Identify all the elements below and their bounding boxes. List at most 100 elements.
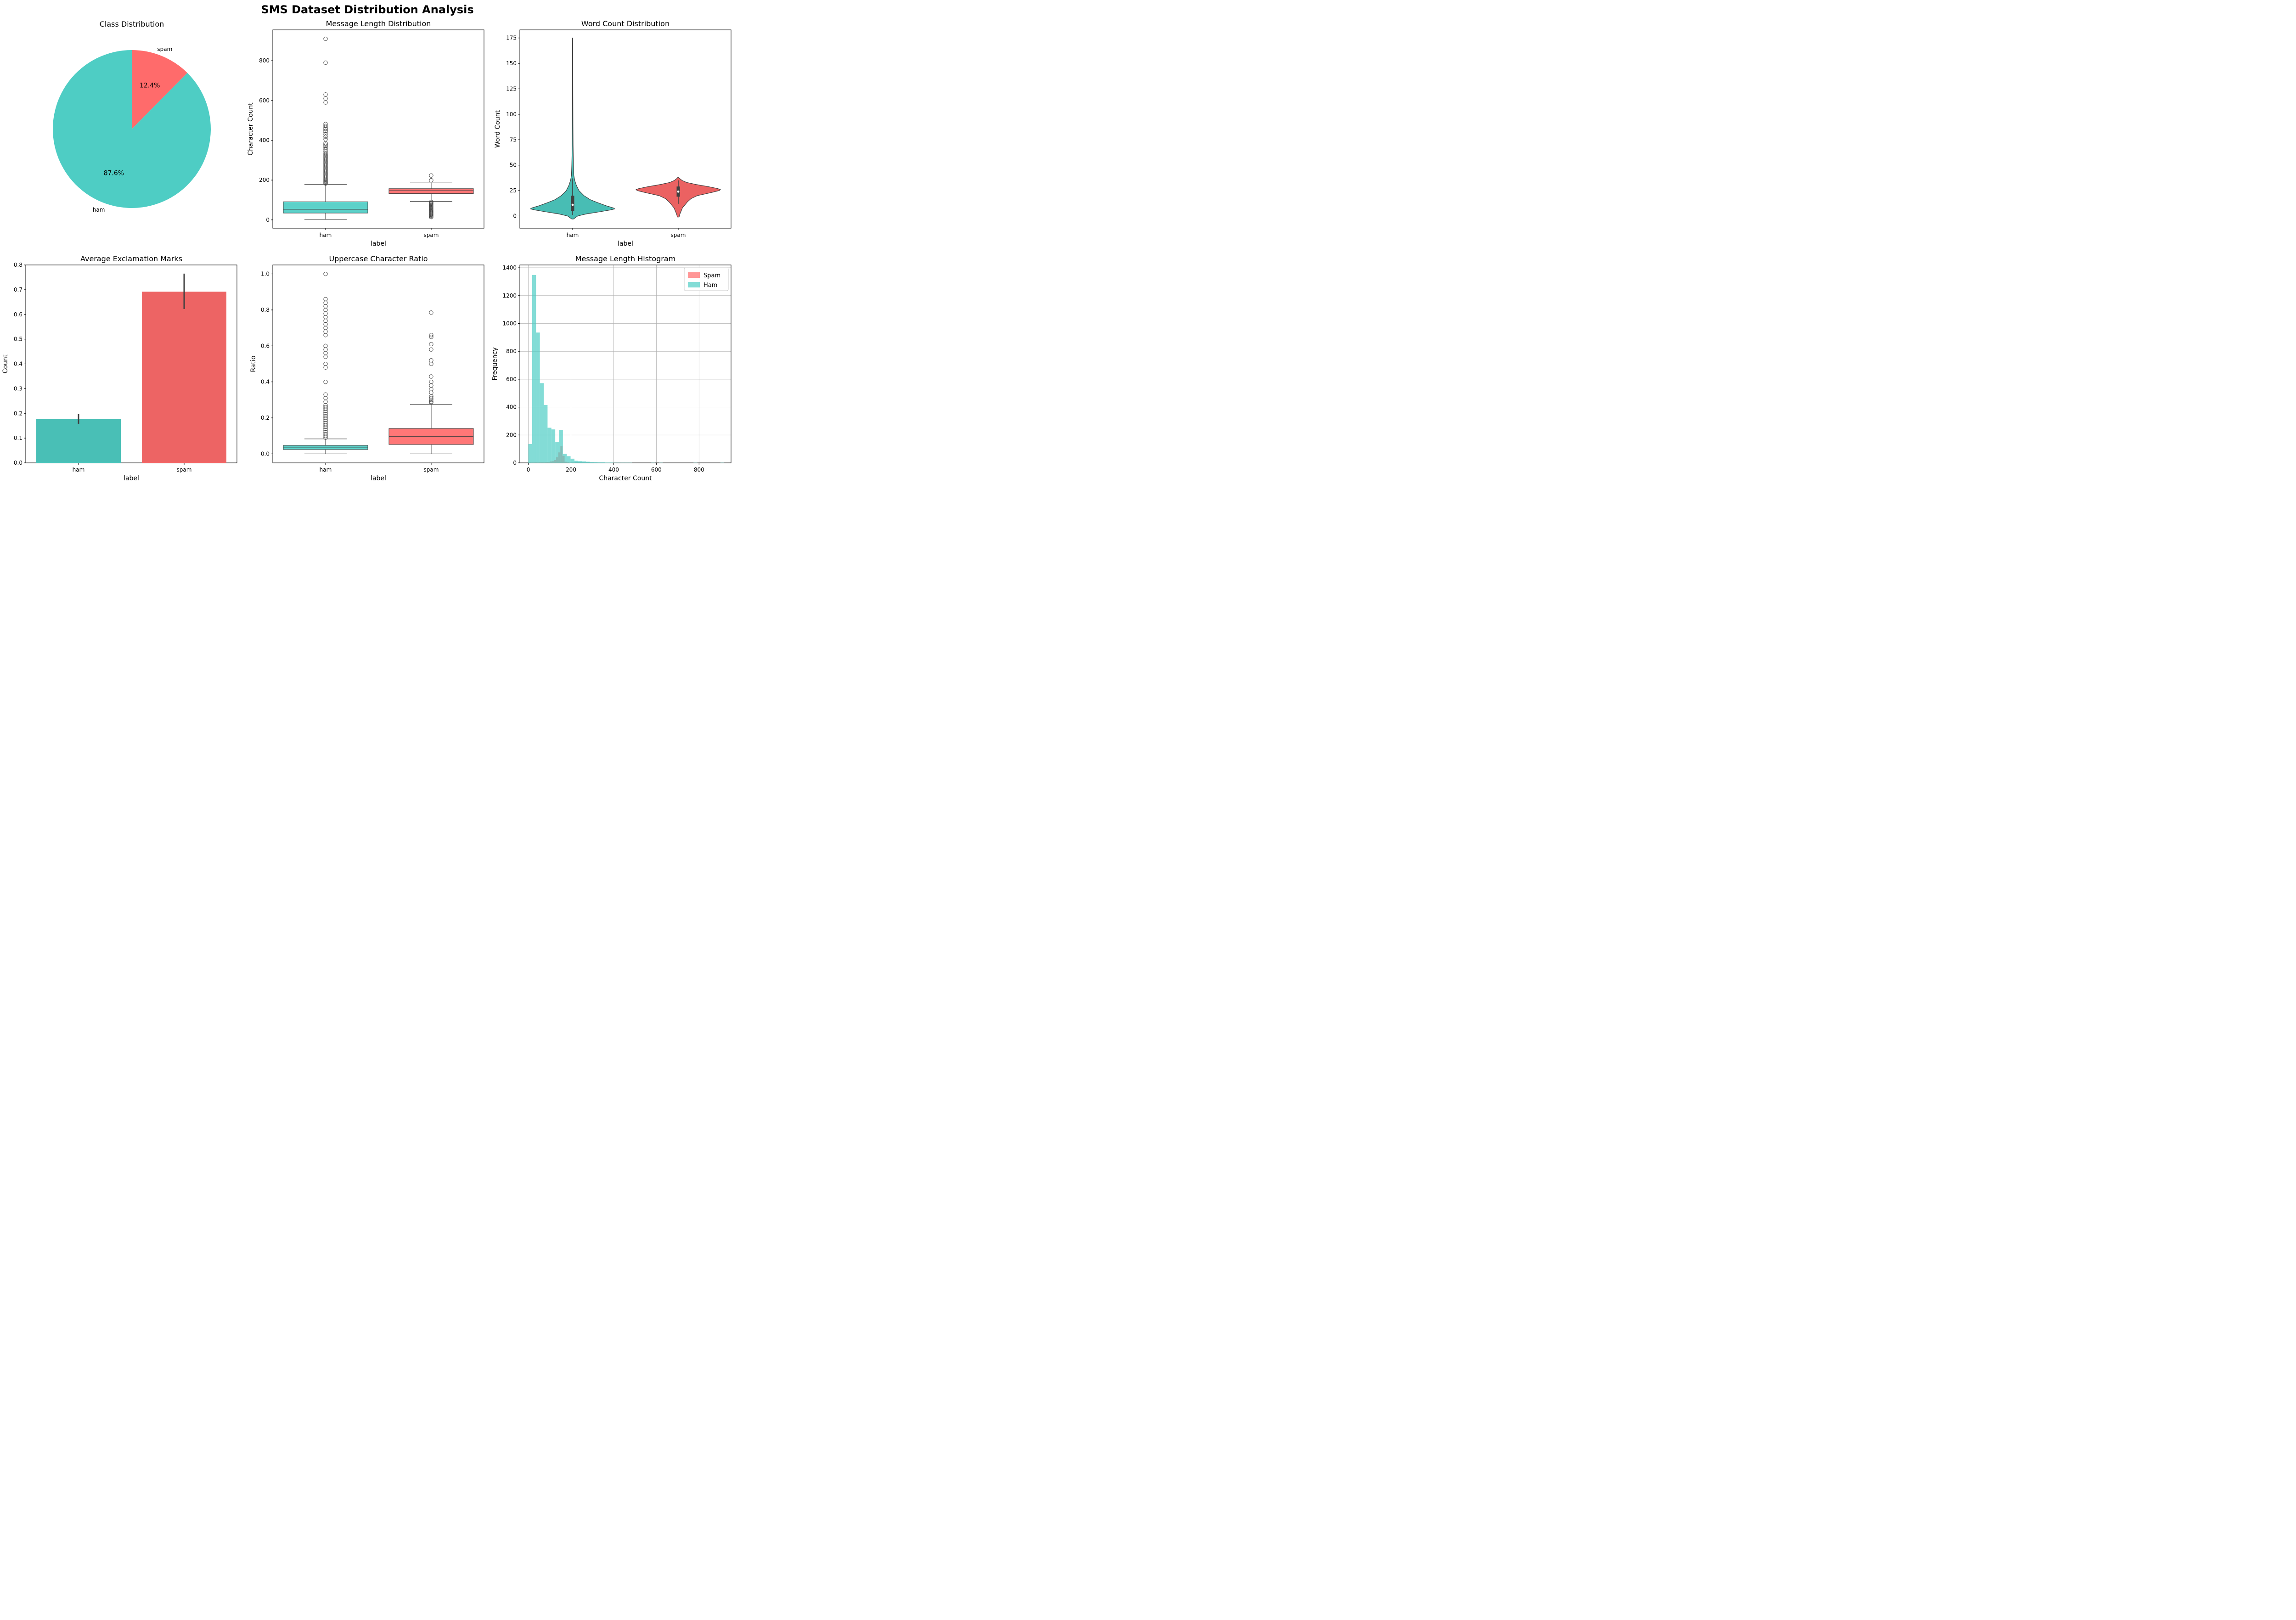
- outlier-point: [323, 343, 328, 348]
- outlier-point: [323, 308, 328, 312]
- outlier-point: [323, 132, 328, 137]
- outlier-point: [323, 92, 328, 97]
- y-tick-label: 400: [506, 404, 517, 411]
- y-tick-label: 125: [506, 85, 517, 92]
- outlier-point: [323, 416, 328, 420]
- outlier-point: [323, 435, 328, 440]
- outlier-point: [323, 414, 328, 418]
- y-tick-label: 0.2: [261, 415, 270, 421]
- exclamation-bar-chart: 0.0 0.1 0.2 0.3 0.4 0.5 0.6 0.7 0.8 Average Excla…: [2, 254, 237, 482]
- outlier-point: [323, 424, 328, 429]
- hist-bar-ham: [570, 458, 574, 463]
- uppercase-ratio-boxplot: 0.0 0.2 0.4 0.6 0.8 1.0 Uppercase Character Ra…: [250, 254, 484, 482]
- outlier-point: [323, 347, 328, 352]
- y-tick-label: 1.0: [261, 271, 270, 277]
- outlier-point: [323, 135, 328, 139]
- outlier-point: [429, 394, 433, 399]
- hist-bar-ham: [582, 461, 586, 463]
- hist-bar-ham: [532, 275, 536, 463]
- outlier-point: [429, 361, 433, 366]
- x-axis-label: label: [371, 240, 386, 248]
- x-tick-label: spam: [177, 467, 192, 473]
- y-tick-label: 175: [506, 35, 517, 41]
- chart-title: Message Length Distribution: [326, 19, 431, 28]
- outlier-point: [323, 271, 328, 276]
- outlier-point: [323, 399, 328, 404]
- axes-frame: [272, 29, 484, 229]
- hist-bar-ham: [586, 461, 590, 463]
- legend-swatch-spam: [688, 272, 700, 278]
- legend-label: Ham: [703, 282, 717, 289]
- hist-bar-ham: [528, 444, 532, 463]
- y-tick-label: 150: [506, 60, 517, 67]
- outlier-point: [323, 419, 328, 424]
- outlier-point: [323, 433, 328, 438]
- outlier-point: [429, 390, 433, 395]
- outlier-point: [323, 333, 328, 338]
- violin-median: [677, 190, 680, 193]
- y-tick-label: 1400: [502, 264, 517, 271]
- hist-bar-ham: [601, 462, 605, 463]
- y-tick-label: 0.1: [14, 435, 23, 441]
- hist-bar-ham: [597, 462, 602, 463]
- x-tick-label: spam: [424, 467, 439, 473]
- outlier-point: [323, 432, 328, 436]
- outlier-point: [429, 383, 433, 388]
- box-ham: [283, 201, 368, 214]
- chart-title: Uppercase Character Ratio: [329, 254, 428, 263]
- hist-bar-ham: [559, 430, 563, 463]
- outlier-point: [323, 421, 328, 426]
- x-tick-label: ham: [320, 232, 332, 238]
- y-axis-label: Word Count: [494, 110, 501, 148]
- x-tick-label: 200: [566, 467, 576, 473]
- outlier-point: [323, 60, 328, 65]
- hist-bar-ham: [567, 456, 571, 463]
- outlier-point: [323, 361, 328, 366]
- pie-category-label: ham: [93, 207, 105, 213]
- y-tick-label: 0.0: [14, 460, 23, 466]
- outlier-point: [429, 380, 433, 384]
- y-tick-label: 75: [510, 136, 517, 143]
- y-axis-label: Character Count: [247, 102, 254, 156]
- y-tick-label: 600: [506, 376, 517, 382]
- outlier-point: [323, 181, 328, 186]
- outlier-point: [323, 396, 328, 400]
- y-tick-label: 200: [506, 432, 517, 438]
- outlier-point: [323, 152, 328, 157]
- y-tick-label: 400: [259, 137, 270, 143]
- outlier-point: [323, 147, 328, 152]
- y-tick-label: 0.4: [261, 379, 270, 385]
- message-length-histogram: 0 200 400 600 800 1000 1200 1400 Message Length …: [491, 254, 732, 482]
- outlier-point: [323, 137, 328, 141]
- outlier-point: [429, 358, 433, 363]
- outlier-point: [323, 124, 328, 128]
- chart-title: Message Length Histogram: [575, 254, 675, 263]
- legend: Spam Ham: [684, 267, 729, 291]
- violin-median: [571, 203, 574, 206]
- y-tick-label: 1000: [502, 320, 517, 326]
- outlier-point: [323, 351, 328, 355]
- x-axis-label: label: [618, 240, 633, 248]
- x-axis-label: Character Count: [599, 475, 652, 482]
- hist-bar-ham: [574, 461, 579, 463]
- y-tick-label: 0.8: [261, 307, 270, 313]
- message-length-boxplot: 0 200 400 600 800 Message Length Distribution…: [247, 19, 484, 248]
- x-tick-label: 600: [651, 467, 662, 473]
- x-tick-label: 800: [694, 467, 704, 473]
- outlier-point: [323, 423, 328, 428]
- outlier-point: [323, 408, 328, 413]
- hist-bar-ham: [605, 462, 609, 463]
- hist-bar-ham: [578, 461, 582, 463]
- outlier-point: [323, 417, 328, 422]
- outlier-point: [323, 127, 328, 132]
- hist-bar-ham: [555, 442, 559, 463]
- y-tick-label: 25: [510, 187, 517, 194]
- y-tick-label: 0.4: [14, 361, 23, 367]
- y-tick-label: 100: [506, 111, 517, 118]
- outlier-point: [323, 392, 328, 397]
- x-tick-label: ham: [567, 232, 579, 238]
- outlier-point: [323, 100, 328, 105]
- outlier-point: [323, 322, 328, 326]
- pie-chart: Class Distribution 87.6% ham 12.4% spam: [53, 20, 211, 213]
- outlier-point: [429, 333, 433, 338]
